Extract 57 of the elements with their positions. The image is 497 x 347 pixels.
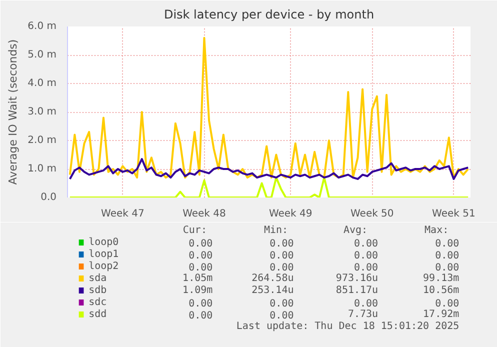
x-tick-label: Week 49 [268,208,312,220]
x-tick-label: Week 47 [101,208,144,220]
text: 0.00 [435,238,460,250]
line-series [68,158,470,180]
text: 0.00 [270,250,294,262]
legend-label: loop2 [88,261,119,272]
text: Max: [424,225,449,236]
text: 851.17u [336,285,378,296]
legend-label: sdd [88,309,107,320]
text: 1.09m [182,285,213,296]
line-series [68,176,470,198]
text: Last update: Thu Dec 18 15:01:20 2025 [236,321,460,332]
text: 0.00 [435,250,460,262]
text: 1.05m [182,273,213,284]
y-tick-label: 2.0 m [28,135,57,146]
text: 0.00 [354,250,378,262]
text: 0.00 [188,262,213,274]
y-tick-label: 3.0 m [28,106,57,118]
text: 0.00 [188,250,213,262]
text: 0.00 [354,238,378,250]
x-tick-label: Week 50 [350,208,394,220]
text: 99.13m [423,273,460,284]
text: 0.00 [270,262,294,274]
legend-label: sda [88,273,107,284]
legend-label: loop0 [88,237,119,248]
text: 7.73u [348,309,378,320]
text: Min: [264,225,288,236]
y-tick-label: 5.0 m [28,50,57,60]
legend-label: sdb [88,285,107,296]
text: Avg: [343,225,368,236]
text: 0.00 [354,298,378,310]
text: 253.14u [252,285,294,296]
text: 10.56m [423,285,460,296]
text: 0.00 [435,298,460,310]
line-series [68,36,470,179]
chart-title: Disk latency per device - by month [164,8,374,22]
text: 0.00 [435,262,460,274]
text: 0.00 [270,310,294,322]
text: 0.00 [270,298,294,310]
y-tick-label: 1.0 m [28,164,57,174]
legend-label: loop1 [88,249,119,260]
legend-label: sdc [88,297,107,308]
text: Cur: [182,225,207,236]
text: 973.16u [336,273,378,284]
text: 0.00 [188,298,213,310]
x-tick-label: Week 48 [182,208,226,220]
y-tick-label: 0.0 [40,192,57,203]
text: 0.00 [188,310,213,322]
text: 0.00 [188,238,213,250]
y-tick-label: 4.0 m [28,78,57,89]
y-tick-label: 6.0 m [28,21,57,32]
text: 17.92m [423,309,460,320]
text: 0.00 [354,262,378,274]
x-tick-label: Week 51 [432,208,476,220]
y-axis-title: Average IO Wait (seconds) [6,39,20,185]
text: 264.58u [252,273,294,284]
text: 0.00 [270,238,294,250]
